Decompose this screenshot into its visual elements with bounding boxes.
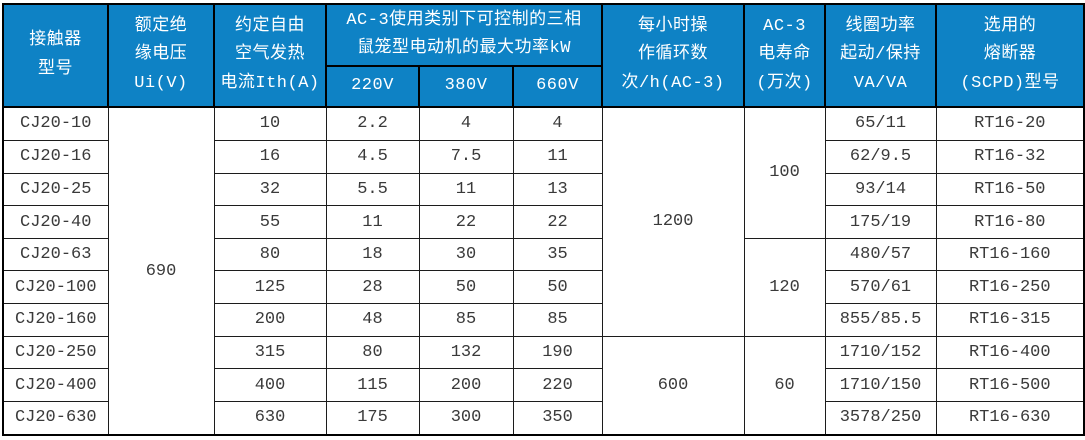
coil-cell: 480/57 bbox=[824, 237, 937, 272]
model-cell: CJ20-100 bbox=[2, 270, 109, 305]
p380-cell: 7.5 bbox=[418, 139, 514, 174]
p380-cell: 4 bbox=[418, 106, 514, 141]
coil-cell: 62/9.5 bbox=[824, 139, 937, 174]
table-row: CJ20-400 400 115 200 220 1710/150 RT16-5… bbox=[2, 368, 1085, 402]
p660-cell: 11 bbox=[512, 139, 603, 174]
model-cell: CJ20-400 bbox=[2, 368, 109, 402]
ith-cell: 16 bbox=[213, 139, 327, 174]
coil-cell: 93/14 bbox=[824, 172, 937, 207]
ith-cell: 315 bbox=[213, 335, 327, 370]
fuse-cell: RT16-500 bbox=[935, 368, 1085, 402]
p220-cell: 5.5 bbox=[325, 172, 420, 207]
p380-cell: 30 bbox=[418, 237, 514, 272]
coil-cell: 3578/250 bbox=[824, 400, 937, 436]
table-row: CJ20-250 315 80 132 190 600 60 1710/152 … bbox=[2, 335, 1085, 436]
ith-cell: 125 bbox=[213, 270, 327, 305]
ith-cell: 80 bbox=[213, 237, 327, 272]
model-cell: CJ20-63 bbox=[2, 237, 109, 272]
model-cell: CJ20-10 bbox=[2, 106, 109, 141]
table-row: CJ20-25 32 5.5 11 13 93/14 RT16-50 bbox=[2, 172, 1085, 207]
contactor-spec-table: 接触器 型号 额定绝 缘电压 Ui(V) 约定自由 空气发热 电流Ith(A) … bbox=[2, 3, 1085, 436]
p220-cell: 175 bbox=[325, 400, 420, 436]
ith-cell: 630 bbox=[213, 400, 327, 436]
header-electrical-life: AC-3 电寿命 (万次) bbox=[743, 3, 827, 108]
coil-cell: 570/61 bbox=[824, 270, 937, 305]
ith-cell: 10 bbox=[213, 106, 327, 141]
coil-cell: 175/19 bbox=[824, 205, 937, 239]
p380-cell: 11 bbox=[418, 172, 514, 207]
header-thermal-current: 约定自由 空气发热 电流Ith(A) bbox=[213, 3, 327, 108]
model-cell: CJ20-40 bbox=[2, 205, 109, 239]
p660-cell: 50 bbox=[512, 270, 603, 305]
model-cell: CJ20-250 bbox=[2, 335, 109, 370]
ith-cell: 200 bbox=[213, 303, 327, 337]
p380-cell: 22 bbox=[418, 205, 514, 239]
p380-cell: 300 bbox=[418, 400, 514, 436]
coil-cell: 65/11 bbox=[824, 106, 937, 141]
ui-merged-cell: 690 bbox=[107, 106, 215, 436]
fuse-cell: RT16-315 bbox=[935, 303, 1085, 337]
fuse-cell: RT16-160 bbox=[935, 237, 1085, 272]
p660-cell: 4 bbox=[512, 106, 603, 141]
p220-cell: 80 bbox=[325, 335, 420, 370]
p660-cell: 35 bbox=[512, 237, 603, 272]
header-220v: 220V bbox=[325, 65, 420, 108]
table-row: CJ20-630 630 175 300 350 3578/250 RT16-6… bbox=[2, 400, 1085, 436]
header-rated-insulation-voltage: 额定绝 缘电压 Ui(V) bbox=[107, 3, 215, 108]
header-operating-cycles: 每小时操 作循环数 次/h(AC-3) bbox=[601, 3, 746, 108]
p220-cell: 2.2 bbox=[325, 106, 420, 141]
fuse-cell: RT16-250 bbox=[935, 270, 1085, 305]
header-model: 接触器 型号 bbox=[2, 3, 109, 108]
model-cell: CJ20-630 bbox=[2, 400, 109, 436]
p660-cell: 85 bbox=[512, 303, 603, 337]
table-row: CJ20-40 55 11 22 22 175/19 RT16-80 bbox=[2, 205, 1085, 239]
p380-cell: 85 bbox=[418, 303, 514, 337]
life-merged-cell: 100 bbox=[743, 106, 826, 239]
header-coil-power: 线圈功率 起动/保持 VA/VA bbox=[824, 3, 938, 108]
p220-cell: 115 bbox=[325, 368, 420, 402]
p220-cell: 4.5 bbox=[325, 139, 420, 174]
fuse-cell: RT16-50 bbox=[935, 172, 1085, 207]
model-cell: CJ20-160 bbox=[2, 303, 109, 337]
ith-cell: 400 bbox=[213, 368, 327, 402]
coil-cell: 855/85.5 bbox=[824, 303, 937, 337]
life-merged-cell: 60 bbox=[743, 335, 826, 436]
coil-cell: 1710/152 bbox=[824, 335, 937, 370]
model-cell: CJ20-25 bbox=[2, 172, 109, 207]
p220-cell: 48 bbox=[325, 303, 420, 337]
p660-cell: 220 bbox=[512, 368, 603, 402]
cycles-merged-cell: 600 bbox=[601, 335, 745, 436]
p660-cell: 190 bbox=[512, 335, 603, 370]
p220-cell: 11 bbox=[325, 205, 420, 239]
cycles-merged-cell: 1200 bbox=[601, 106, 745, 337]
p660-cell: 13 bbox=[512, 172, 603, 207]
header-660v: 660V bbox=[511, 65, 604, 108]
table-row: CJ20-16 16 4.5 7.5 11 62/9.5 RT16-32 bbox=[2, 139, 1085, 174]
table-row: CJ20-100 125 28 50 50 570/61 RT16-250 bbox=[2, 270, 1085, 305]
fuse-cell: RT16-400 bbox=[935, 335, 1085, 370]
ith-cell: 55 bbox=[213, 205, 327, 239]
table-row: CJ20-10 690 10 2.2 4 4 1200 100 65/11 RT… bbox=[2, 106, 1085, 436]
fuse-cell: RT16-32 bbox=[935, 139, 1085, 174]
p380-cell: 50 bbox=[418, 270, 514, 305]
p380-cell: 132 bbox=[418, 335, 514, 370]
header-row-1: 接触器 型号 额定绝 缘电压 Ui(V) 约定自由 空气发热 电流Ith(A) … bbox=[2, 3, 1085, 108]
fuse-cell: RT16-80 bbox=[935, 205, 1085, 239]
p660-cell: 22 bbox=[512, 205, 603, 239]
header-380v: 380V bbox=[418, 65, 514, 108]
fuse-cell: RT16-20 bbox=[935, 106, 1085, 141]
header-row-2: 220V 380V 660V bbox=[3, 65, 1084, 108]
p220-cell: 18 bbox=[325, 237, 420, 272]
p660-cell: 350 bbox=[512, 400, 603, 436]
model-cell: CJ20-16 bbox=[2, 139, 109, 174]
life-merged-cell: 120 bbox=[743, 237, 826, 337]
fuse-cell: RT16-630 bbox=[935, 400, 1085, 436]
p220-cell: 28 bbox=[325, 270, 420, 305]
ith-cell: 32 bbox=[213, 172, 327, 207]
p380-cell: 200 bbox=[418, 368, 514, 402]
header-fuse-type: 选用的 熔断器 (SCPD)型号 bbox=[935, 3, 1085, 108]
header-ac3-motor-power-group: AC-3使用类别下可控制的三相 鼠笼型电动机的最大功率kW bbox=[324, 3, 604, 67]
coil-cell: 1710/150 bbox=[824, 368, 937, 402]
